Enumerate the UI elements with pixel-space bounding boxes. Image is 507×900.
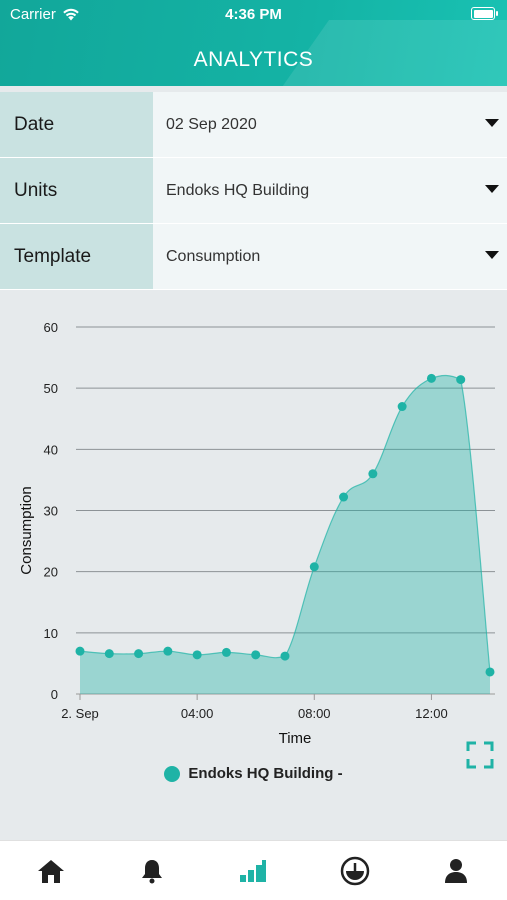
analytics-icon: [240, 859, 267, 882]
data-point[interactable]: [368, 469, 378, 479]
date-value: 02 Sep 2020: [166, 115, 257, 133]
filter-row-units: Units Endoks HQ Building: [0, 158, 507, 224]
date-select[interactable]: 02 Sep 2020: [153, 92, 507, 157]
dropdown-arrow-icon[interactable]: [485, 185, 499, 193]
tab-meter[interactable]: [325, 846, 385, 896]
data-point[interactable]: [251, 650, 261, 660]
bell-icon: [142, 859, 163, 883]
series-area: [80, 375, 490, 694]
data-point[interactable]: [104, 649, 114, 659]
tab-home[interactable]: [21, 846, 81, 896]
y-tick-label: 30: [44, 504, 58, 519]
x-tick-label: 04:00: [181, 706, 214, 721]
y-tick-label: 50: [44, 381, 58, 396]
filter-row-template: Template Consumption: [0, 224, 507, 290]
chart-legend[interactable]: Endoks HQ Building -: [0, 765, 507, 782]
template-label: Template: [0, 224, 153, 289]
consumption-chart: 0 10 20 30 40 50 60 2. Sep 04:00 08:00 12:00 Time Co…: [18, 320, 495, 747]
data-point[interactable]: [134, 649, 144, 659]
clock: 4:36 PM: [225, 6, 282, 23]
data-point[interactable]: [485, 667, 495, 677]
data-point[interactable]: [163, 646, 173, 656]
units-select[interactable]: Endoks HQ Building: [153, 158, 507, 223]
filter-row-date: Date 02 Sep 2020: [0, 92, 507, 158]
gauge-icon: [340, 856, 370, 885]
chart-panel: 0 10 20 30 40 50 60 2. Sep 04:00 08:00 12:00 Time Co…: [0, 292, 507, 838]
profile-icon: [445, 858, 468, 883]
data-point[interactable]: [456, 375, 466, 385]
dropdown-arrow-icon[interactable]: [485, 119, 499, 127]
dropdown-arrow-icon[interactable]: [485, 251, 499, 259]
data-point[interactable]: [75, 646, 85, 656]
y-tick-label: 20: [44, 565, 58, 580]
date-label: Date: [0, 92, 153, 157]
y-axis-title: Consumption: [18, 486, 35, 574]
tab-analytics[interactable]: [223, 846, 283, 896]
app-header: Carrier 4:36 PM ANALYTICS: [0, 0, 507, 86]
y-tick-label: 60: [44, 320, 58, 335]
carrier-label: Carrier: [10, 6, 56, 23]
data-point[interactable]: [397, 402, 407, 412]
data-point[interactable]: [192, 650, 202, 660]
tab-notifications[interactable]: [122, 846, 182, 896]
x-tick-label: 08:00: [298, 706, 331, 721]
tab-bar: [0, 840, 507, 900]
data-point[interactable]: [221, 647, 231, 657]
x-tick-label: 2. Sep: [61, 706, 99, 721]
x-axis-title: Time: [279, 730, 312, 747]
data-point[interactable]: [309, 562, 319, 572]
status-bar: Carrier 4:36 PM: [0, 0, 507, 28]
y-tick-label: 40: [44, 442, 58, 457]
data-point[interactable]: [339, 492, 349, 502]
x-tick-label: 12:00: [415, 706, 448, 721]
tab-profile[interactable]: [426, 846, 486, 896]
units-label: Units: [0, 158, 153, 223]
template-value: Consumption: [166, 247, 261, 265]
y-tick-label: 10: [44, 626, 58, 641]
filter-panel: Date 02 Sep 2020 Units Endoks HQ Buildin…: [0, 92, 507, 290]
y-tick-label: 0: [51, 687, 58, 702]
fullscreen-icon[interactable]: [466, 741, 494, 769]
page-title: ANALYTICS: [193, 48, 314, 71]
carrier-info: Carrier: [10, 6, 80, 23]
wifi-icon: [63, 8, 79, 21]
data-point[interactable]: [426, 373, 436, 383]
legend-marker: [164, 765, 181, 782]
template-select[interactable]: Consumption: [153, 224, 507, 289]
home-icon: [37, 859, 64, 883]
units-value: Endoks HQ Building: [166, 181, 310, 199]
series-line: [79, 374, 491, 673]
data-point[interactable]: [280, 651, 290, 661]
battery-icon: [471, 7, 498, 20]
legend-label: Endoks HQ Building -: [188, 765, 343, 782]
